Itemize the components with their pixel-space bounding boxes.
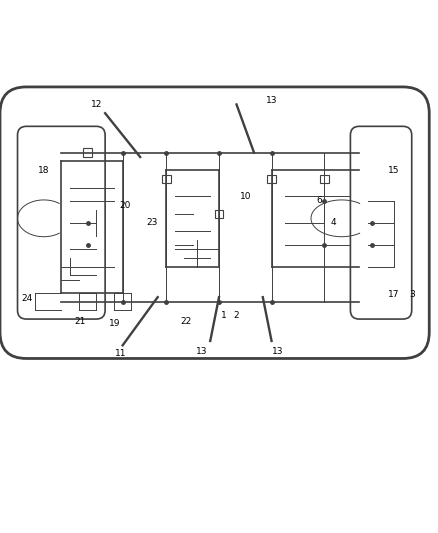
Text: 22: 22 (180, 317, 192, 326)
Text: 23: 23 (147, 218, 158, 227)
Text: 13: 13 (272, 348, 284, 357)
Bar (267, 174, 276, 183)
Text: 15: 15 (389, 166, 400, 175)
Bar (320, 174, 328, 183)
Bar (215, 209, 223, 219)
Text: 13: 13 (196, 348, 207, 357)
Text: 19: 19 (109, 319, 120, 328)
Text: 24: 24 (21, 294, 33, 303)
Text: 4: 4 (330, 218, 336, 227)
Text: 17: 17 (389, 290, 400, 300)
Text: 20: 20 (120, 201, 131, 209)
Text: 12: 12 (91, 100, 102, 109)
Text: 10: 10 (240, 192, 251, 201)
Text: 3: 3 (409, 290, 415, 300)
Text: 6: 6 (317, 196, 323, 205)
Text: 1: 1 (220, 311, 226, 320)
Text: 13: 13 (266, 95, 277, 104)
Bar (83, 148, 92, 157)
Bar (162, 174, 171, 183)
Text: 2: 2 (234, 311, 239, 320)
Text: 21: 21 (74, 317, 85, 326)
Text: 11: 11 (115, 349, 126, 358)
Text: 18: 18 (38, 166, 49, 175)
